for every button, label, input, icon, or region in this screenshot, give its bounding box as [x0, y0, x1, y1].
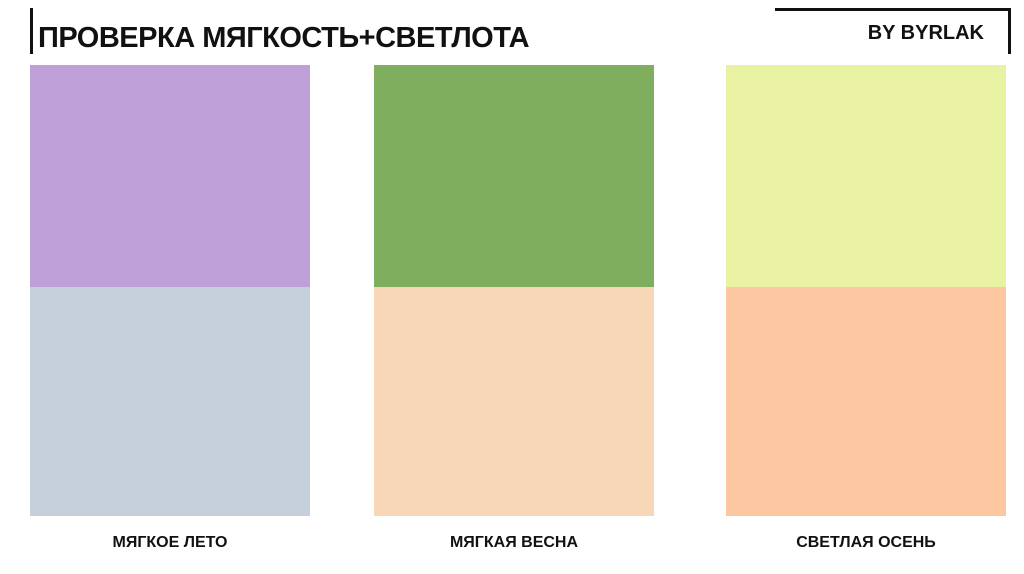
swatch [726, 65, 1006, 287]
author: BY BYRLAK [867, 22, 984, 44]
swatch [30, 65, 310, 287]
swatch [726, 287, 1006, 516]
title: ПРОВЕРКА МЯГКОСТЬ+СВЕТЛОТА [38, 22, 530, 54]
author-bracket-side [1008, 8, 1011, 54]
author-bracket-top [775, 8, 1011, 11]
swatch [374, 65, 654, 287]
panel-label: МЯГКАЯ ВЕСНА [449, 534, 579, 551]
swatch [30, 287, 310, 516]
swatch [374, 287, 654, 516]
panel-label: СВЕТЛАЯ ОСЕНЬ [796, 534, 936, 551]
panel-label: МЯГКОЕ ЛЕТО [112, 534, 228, 551]
title-bracket [30, 8, 33, 54]
